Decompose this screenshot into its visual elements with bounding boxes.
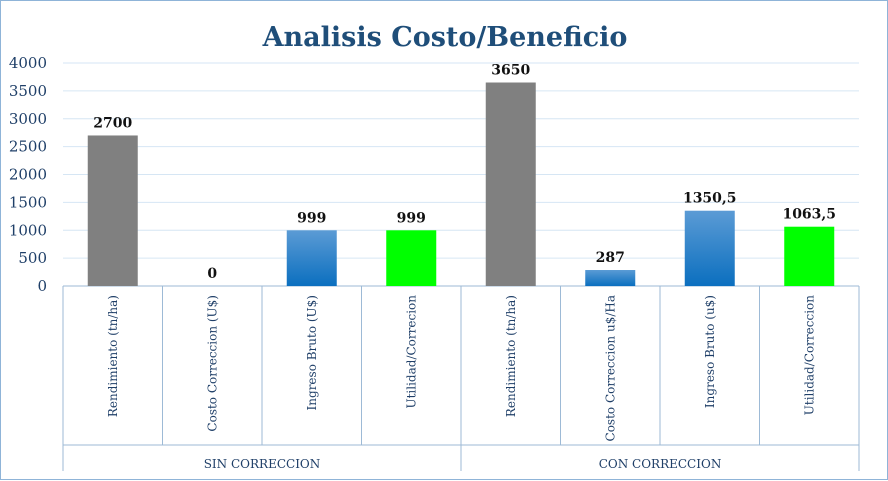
y-tick-label: 3000 [9, 110, 47, 128]
bar [485, 82, 536, 286]
category-label: Ingreso Bruto (u$) [703, 295, 717, 408]
category-label: Utilidad/Correcion [404, 295, 418, 409]
bar [585, 269, 636, 286]
data-label: 1063,5 [782, 207, 836, 223]
data-label: 999 [397, 210, 426, 226]
y-tick-label: 2500 [9, 138, 47, 156]
y-tick-label: 3500 [9, 82, 47, 100]
data-label: 2700 [93, 115, 132, 131]
bars [87, 82, 835, 286]
chart-title: Analisis Costo/Beneficio [262, 22, 628, 53]
bar [784, 226, 835, 286]
data-label: 1350,5 [683, 191, 737, 207]
y-tick-label: 0 [37, 277, 47, 295]
data-label: 0 [207, 266, 217, 282]
category-label: Ingreso Bruto (U$) [305, 295, 319, 410]
y-axis: 0 500 1000 1500 2000 2500 3000 3500 4000 [9, 54, 47, 295]
category-label: Rendimiento (tn/ha) [106, 295, 120, 417]
group-labels: SIN CORRECCION CON CORRECCION [204, 457, 722, 471]
data-label: 3650 [491, 63, 530, 79]
y-tick-label: 2000 [9, 166, 47, 184]
bar [684, 210, 735, 286]
group-label: CON CORRECCION [599, 457, 722, 471]
data-labels: 2700 0 999 999 3650 287 1350,5 1063,5 [93, 63, 836, 282]
bar [87, 135, 138, 286]
category-label: Costo Correccion (U$) [205, 295, 219, 432]
category-label: Rendimiento (tn/ha) [504, 295, 518, 417]
y-tick-label: 1000 [9, 221, 47, 239]
bar [386, 230, 437, 286]
category-label: Utilidad/Correccion [802, 295, 816, 415]
data-label: 999 [297, 210, 326, 226]
category-label: Costo Correccion u$/Ha [603, 295, 617, 441]
y-tick-label: 500 [18, 249, 47, 267]
bar [286, 230, 337, 286]
y-tick-label: 4000 [9, 54, 47, 72]
category-labels: Rendimiento (tn/ha) Costo Correccion (U$)… [106, 295, 817, 442]
data-label: 287 [596, 250, 625, 266]
x-axis [62, 285, 860, 471]
y-tick-label: 1500 [9, 193, 47, 211]
group-label: SIN CORRECCION [204, 457, 321, 471]
gridlines [63, 62, 859, 259]
